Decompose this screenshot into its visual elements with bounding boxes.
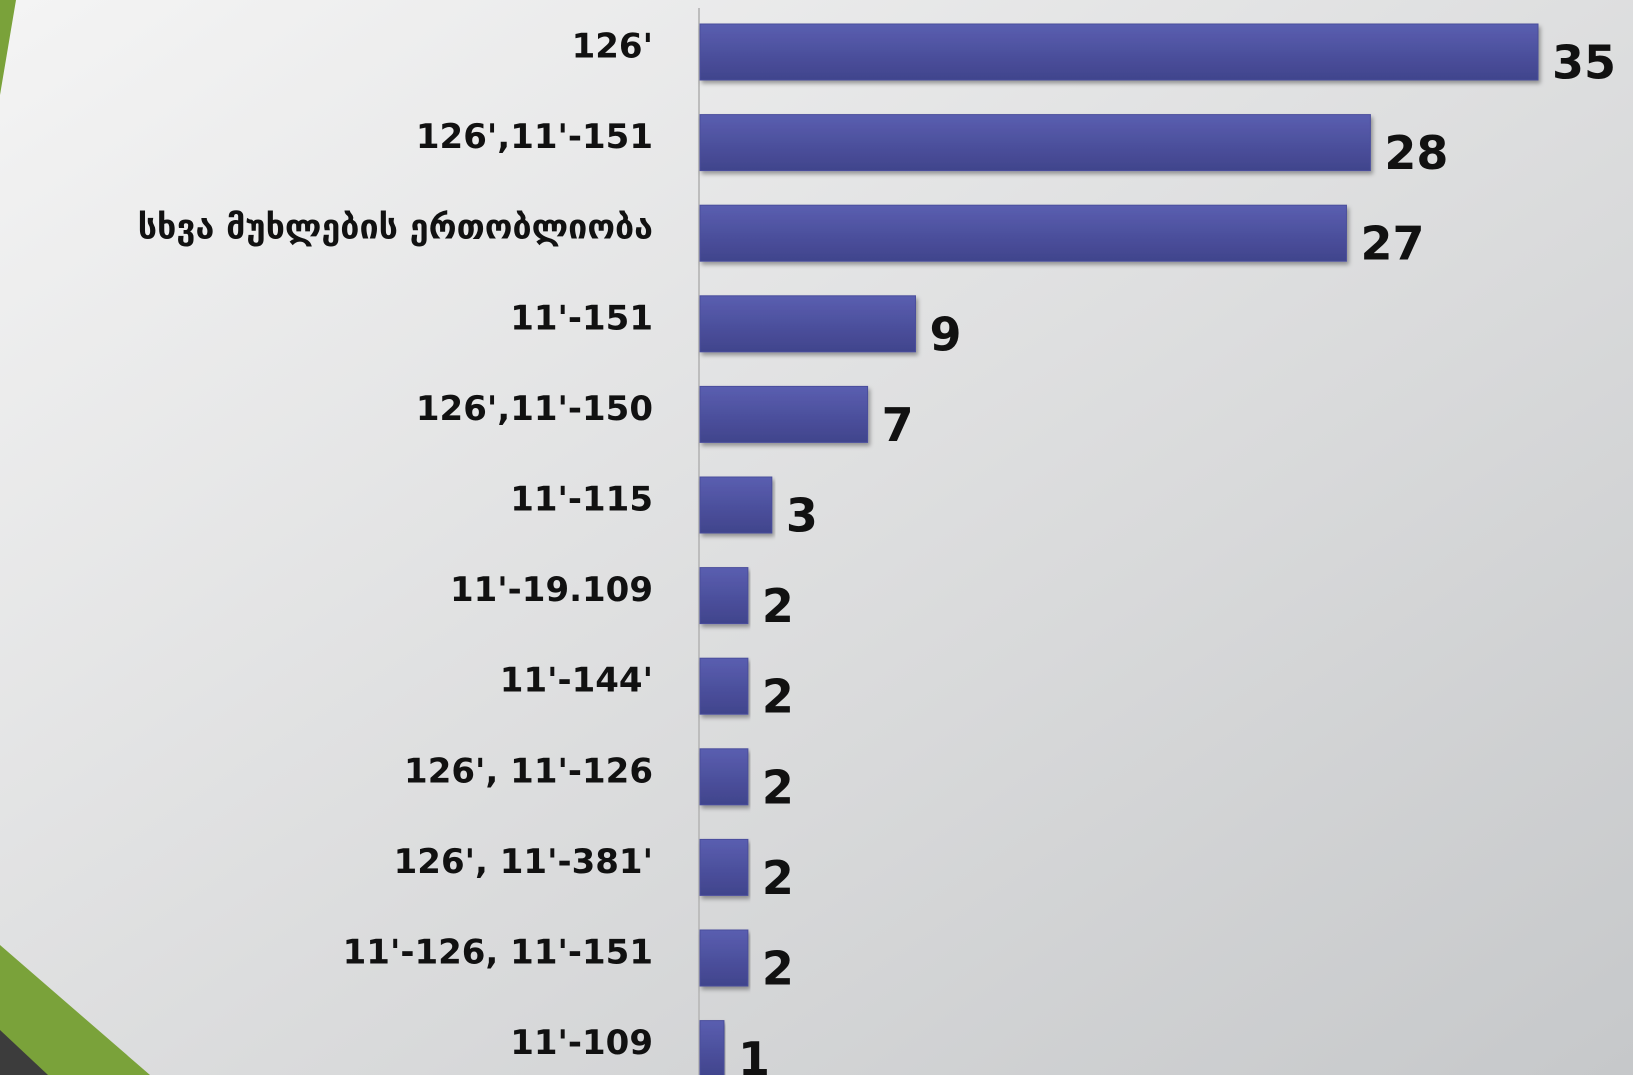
bar [699, 114, 1371, 172]
bar [699, 204, 1347, 262]
category-label: 11'-19.109 [450, 570, 653, 610]
category-label: 126',11'-151 [416, 117, 653, 157]
decoration [0, 1030, 48, 1075]
bar [699, 657, 749, 715]
bar [699, 748, 749, 806]
value-label: 9 [929, 307, 961, 361]
category-label: 126', 11'-381' [394, 842, 653, 882]
category-label: 11'-109 [510, 1023, 653, 1063]
value-label: 3 [786, 489, 818, 543]
category-label: სხვა მუხლების ერთობლიობა [138, 208, 653, 248]
category-label: 11'-126, 11'-151 [343, 933, 653, 973]
bar [699, 929, 749, 987]
bar [699, 1020, 725, 1075]
value-label: 2 [762, 579, 794, 633]
bar [699, 23, 1539, 81]
value-label: 35 [1552, 36, 1616, 90]
category-label: 11'-115 [510, 480, 653, 520]
category-label: 11'-151 [510, 298, 653, 338]
value-label: 28 [1384, 126, 1448, 180]
value-label: 2 [762, 851, 794, 905]
category-label: 11'-144' [500, 661, 653, 701]
value-label: 1 [738, 1032, 770, 1075]
value-label: 27 [1360, 217, 1424, 271]
bar [699, 295, 916, 353]
bar [699, 476, 773, 534]
value-label: 2 [762, 670, 794, 724]
bar [699, 838, 749, 896]
bar [699, 385, 869, 443]
value-label: 7 [882, 398, 914, 452]
decoration [0, 0, 16, 95]
value-label: 2 [762, 760, 794, 814]
decoration [0, 945, 150, 1075]
category-label: 126',11'-150 [416, 389, 653, 429]
value-label: 2 [762, 942, 794, 996]
bar [699, 567, 749, 625]
category-label: 126' [572, 27, 653, 67]
category-label: 126', 11'-126 [404, 751, 653, 791]
